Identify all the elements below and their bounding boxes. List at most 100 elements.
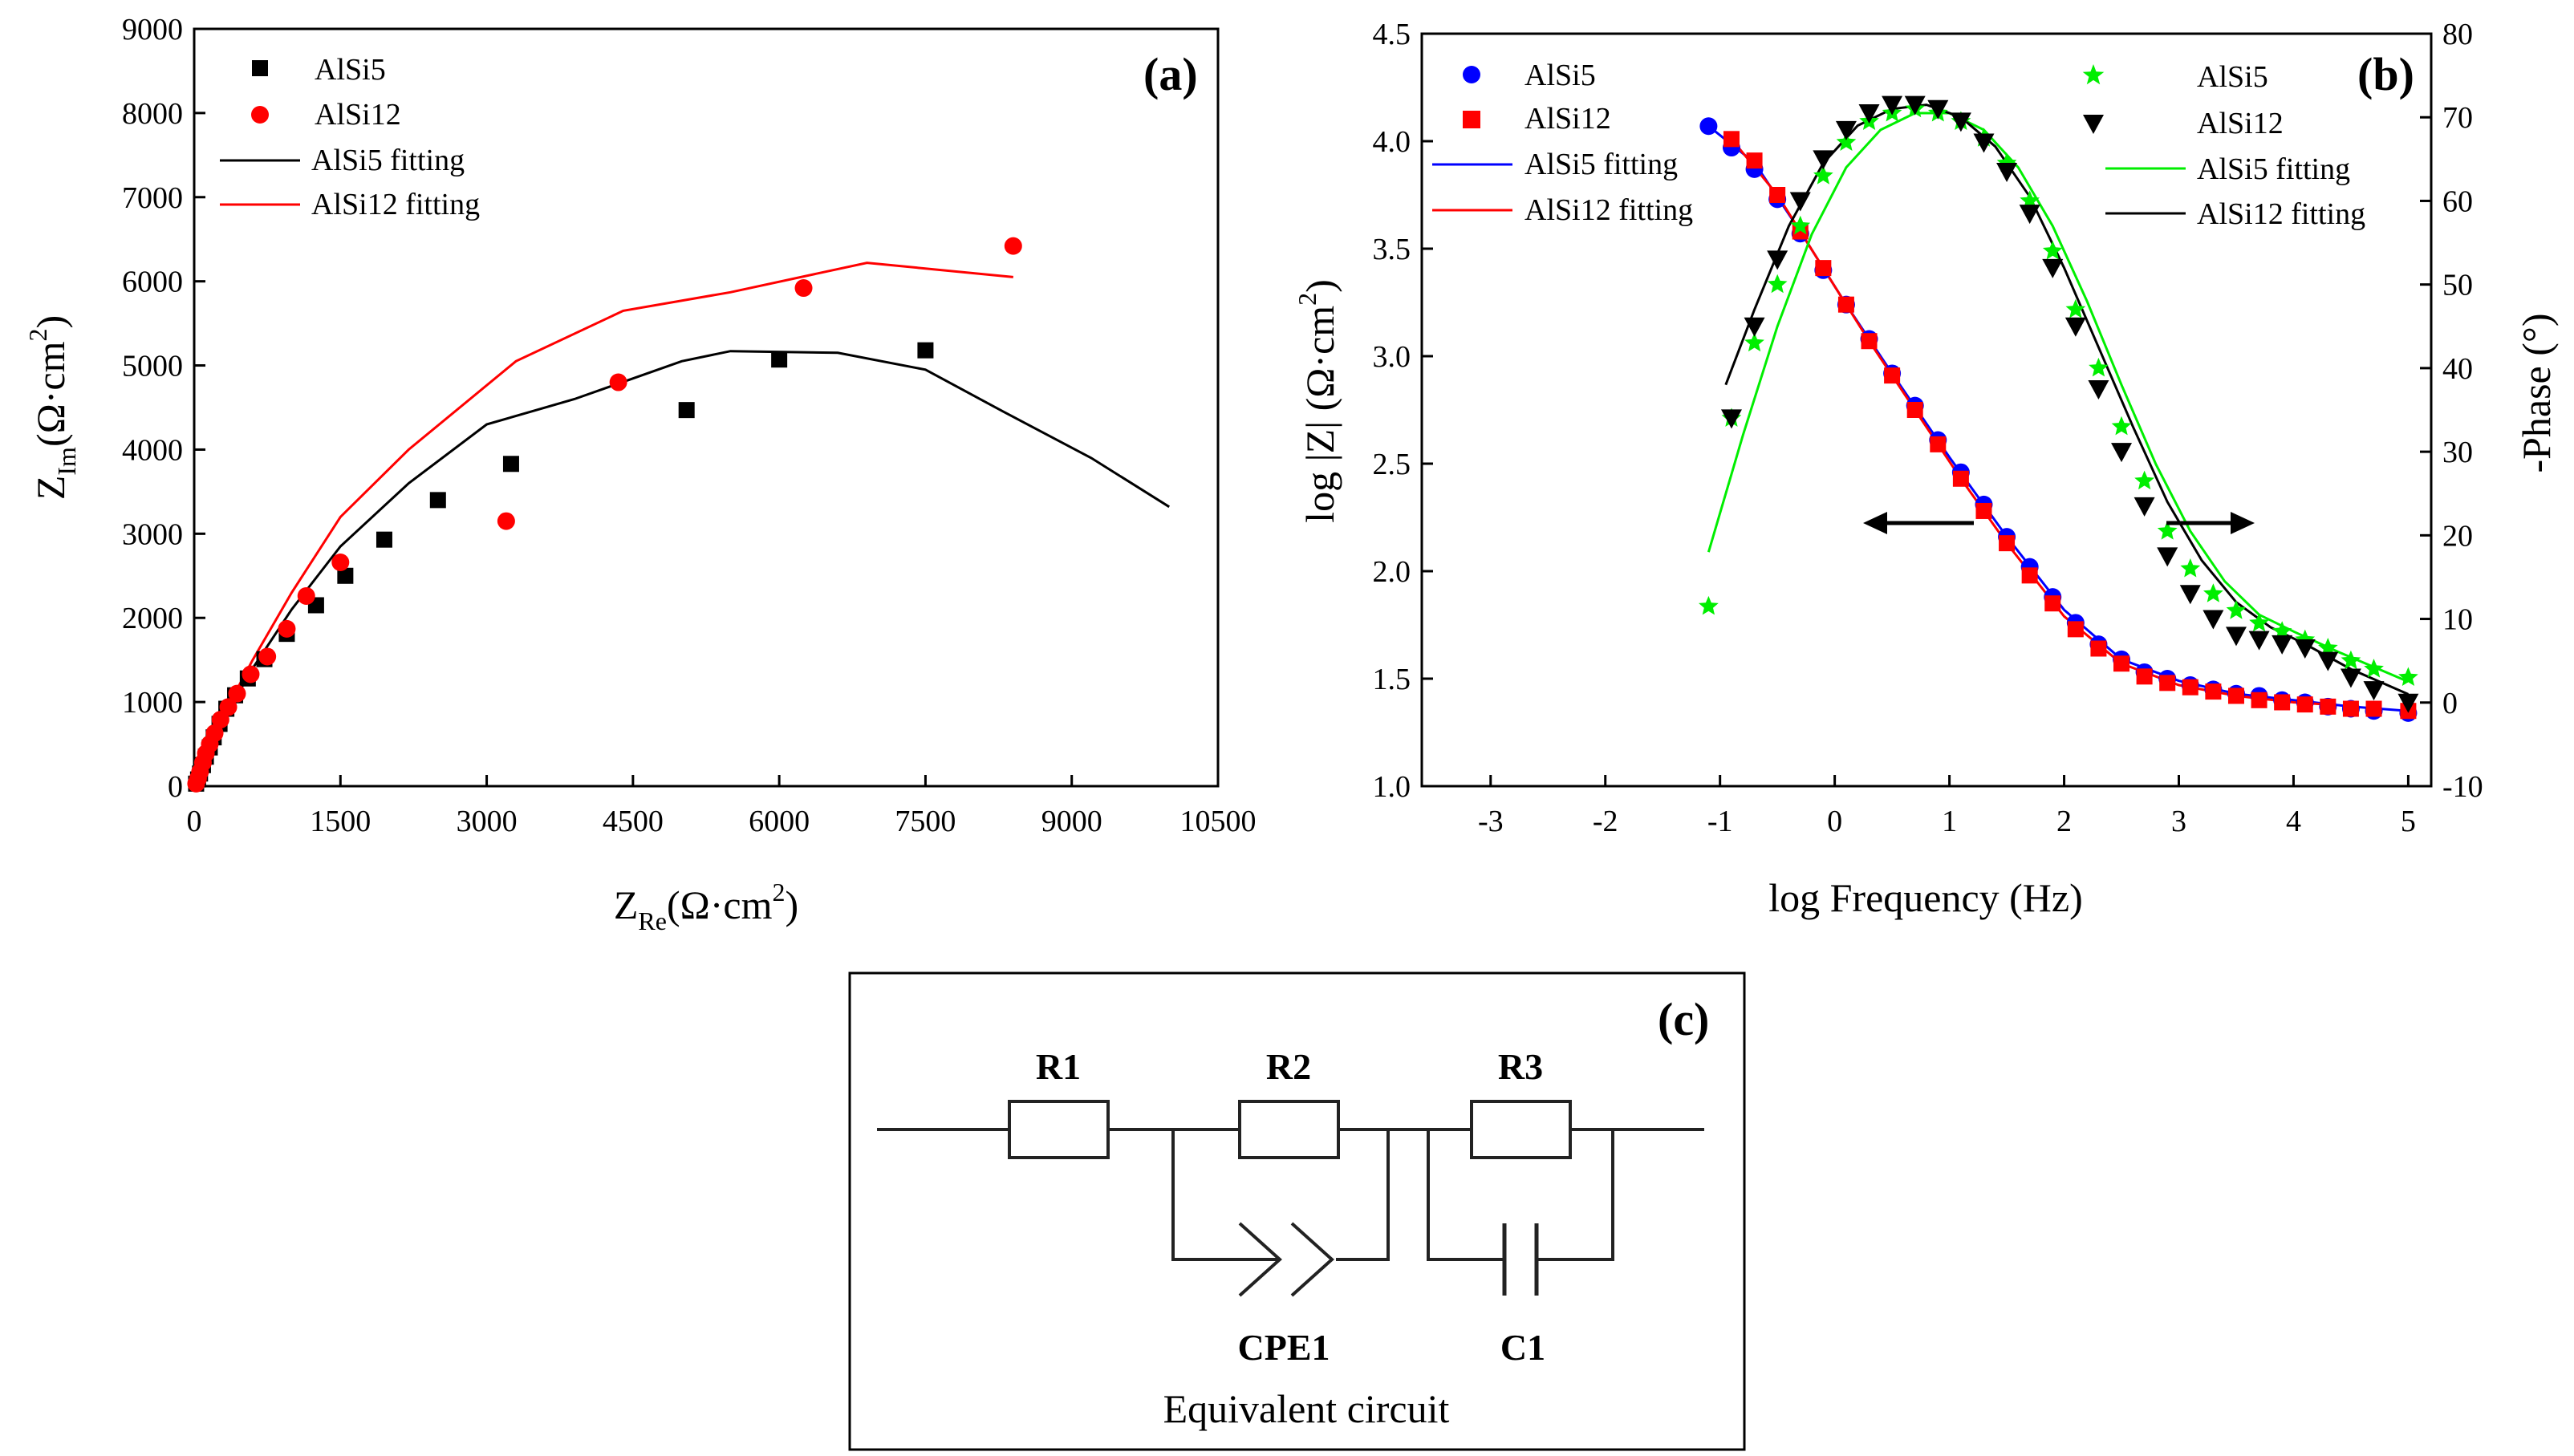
panel-a-xlabel-sup: 2 (772, 878, 785, 906)
data-point-alsi12-phase (2133, 497, 2155, 517)
panel-a-series (187, 237, 1170, 793)
data-point-alsi12 (609, 373, 627, 391)
data-point-alsi12-log-z- (1952, 470, 1969, 487)
data-point-alsi12-phase (2111, 443, 2133, 463)
panel-b-arrow-left (1863, 512, 1974, 534)
data-point-alsi12 (211, 711, 229, 729)
data-point-alsi12 (794, 279, 813, 298)
data-point-alsi12-log-z- (2320, 698, 2336, 715)
label-r3: R3 (1498, 1046, 1543, 1087)
data-point-alsi12 (205, 724, 224, 742)
label-cpe1: CPE1 (1238, 1327, 1330, 1368)
panel-a-x-tick-label: 10500 (1180, 805, 1257, 838)
panel-b-y-left-tick-label: 2.5 (1373, 448, 1411, 481)
panel-a-ylabel-units: (Ω·cm (28, 341, 73, 447)
legend-a-marker-alsi12 (251, 106, 269, 124)
panel-a-xlabel-sub: Re (638, 906, 667, 935)
panel-b-ylabel-left-sup: 2 (1293, 293, 1322, 306)
data-point-alsi12 (331, 553, 350, 571)
label-c1: C1 (1500, 1327, 1545, 1368)
resistor-r1 (1008, 1100, 1110, 1159)
panel-a-ylabel-close: ) (28, 315, 73, 329)
data-point-alsi12-phase (1720, 409, 1742, 429)
data-point-alsi5-phase (1744, 332, 1764, 352)
data-point-alsi12 (228, 684, 246, 703)
data-point-alsi5-phase (1699, 595, 1719, 615)
legend-b-marker-alsi12-phase (2083, 115, 2104, 134)
series-line-alsi12-fitting-phase (1724, 103, 2410, 696)
panel-a-y-tick-label: 0 (168, 770, 183, 804)
legend-b-label-alsi12-phase: AlSi12 (2197, 107, 2284, 140)
panel-c-equivalent-circuit: (c) R1 R2 R3 (848, 971, 1746, 1451)
data-point-alsi12-log-z- (2044, 595, 2061, 612)
data-point-alsi5-phase (2249, 612, 2269, 632)
panel-a-y-tick-label: 5000 (122, 350, 183, 383)
data-point-alsi5-phase (1836, 132, 1857, 151)
data-point-alsi12-log-z- (2113, 655, 2130, 672)
panel-b-y-left-tick-label: 1.0 (1373, 770, 1411, 804)
panel-a-legend: AlSi5 AlSi12 AlSi5 fitting AlSi12 fittin… (220, 53, 480, 221)
data-point-alsi12-log-z- (1999, 535, 2016, 552)
data-point-alsi12-phase (1927, 99, 1949, 120)
panel-b-series (1699, 95, 2419, 722)
data-point-alsi12-phase (1789, 192, 1811, 212)
panel-a-x-tick-label: 9000 (1041, 805, 1102, 838)
legend-a-label-alsi12: AlSi12 (315, 98, 401, 132)
panel-b-y-left-tick-label: 2.0 (1373, 555, 1411, 589)
panel-b-y-right-tick-label: 60 (2442, 185, 2473, 218)
panel-b-legend-right: AlSi5 AlSi12 AlSi5 fitting AlSi12 fittin… (2082, 60, 2365, 231)
data-point-alsi12 (278, 619, 296, 638)
panel-b-y-axis-left-title: log |Z| (Ω·cm2) (1293, 279, 1342, 523)
data-point-alsi5-phase (2364, 659, 2384, 678)
legend-a-label-alsi5-fit: AlSi5 fitting (311, 144, 465, 177)
panel-b-y-left-tick-label: 1.5 (1373, 663, 1411, 696)
panel-a-x-tick-label: 0 (187, 805, 202, 838)
cpe-symbol (1238, 1222, 1334, 1297)
data-point-alsi12-log-z- (2251, 691, 2267, 708)
data-point-alsi5-phase (1813, 165, 1833, 185)
circuit-title: Equivalent circuit (1163, 1386, 1450, 1431)
data-point-alsi12-log-z- (2182, 679, 2198, 696)
series-line-alsi5-fitting-phase (1707, 112, 2409, 683)
data-point-alsi12-log-z- (2090, 640, 2107, 657)
panel-a-y-tick-label: 2000 (122, 602, 183, 635)
resistor-r2 (1238, 1100, 1340, 1159)
legend-b-label-alsi5-fit: AlSi5 fitting (1525, 148, 1678, 181)
data-point-alsi5-phase (2042, 241, 2063, 260)
panel-a-y-tick-label: 6000 (122, 266, 183, 299)
panel-a-y-tick-label: 4000 (122, 433, 183, 467)
data-point-alsi5 (917, 342, 934, 359)
data-point-alsi12-phase (2157, 547, 2178, 567)
data-point-alsi5-phase (2341, 650, 2361, 670)
data-point-alsi5-phase (2203, 583, 2223, 602)
data-point-alsi12-log-z- (2227, 687, 2244, 704)
panel-b-x-tick-label: 4 (2286, 805, 2301, 838)
data-point-alsi5-phase (2157, 521, 2178, 540)
data-point-alsi12-phase (1882, 95, 1903, 116)
panel-b-y-left-tick-label: 4.0 (1373, 125, 1411, 159)
panel-b-y-right-tick-label: 20 (2442, 519, 2473, 553)
data-point-alsi12-log-z- (2274, 694, 2291, 711)
data-point-alsi5-phase (2180, 558, 2201, 578)
resistor-r3 (1470, 1100, 1572, 1159)
panel-b-x-tick-label: -1 (1707, 805, 1733, 838)
legend-b-label-alsi12-fit: AlSi12 fitting (1525, 193, 1693, 227)
panel-b-ylabel-left-close: ) (1297, 279, 1342, 293)
data-point-alsi5-phase (1790, 215, 1811, 235)
panel-a-x-tick-label: 6000 (749, 805, 810, 838)
panel-b-x-tick-label: 1 (1942, 805, 1957, 838)
data-point-alsi12-phase (2203, 610, 2224, 630)
data-point-alsi12-log-z- (2296, 696, 2313, 713)
panel-b-y-right-tick-label: 70 (2442, 101, 2473, 135)
legend-b-label-alsi12: AlSi12 (1525, 102, 1611, 136)
series-line-alsi12-fitting (193, 262, 1013, 787)
panel-b-axes-frame (1420, 32, 2433, 788)
label-r1: R1 (1036, 1046, 1081, 1087)
panel-a-xlabel-close: ) (785, 882, 798, 927)
panel-b-label: (b) (2357, 48, 2414, 100)
data-point-alsi12-log-z- (1906, 402, 1923, 418)
panel-b-x-axis-title: log Frequency (Hz) (1768, 875, 2083, 920)
panel-a-label: (a) (1143, 48, 1198, 100)
data-point-alsi12-phase (1767, 250, 1788, 270)
